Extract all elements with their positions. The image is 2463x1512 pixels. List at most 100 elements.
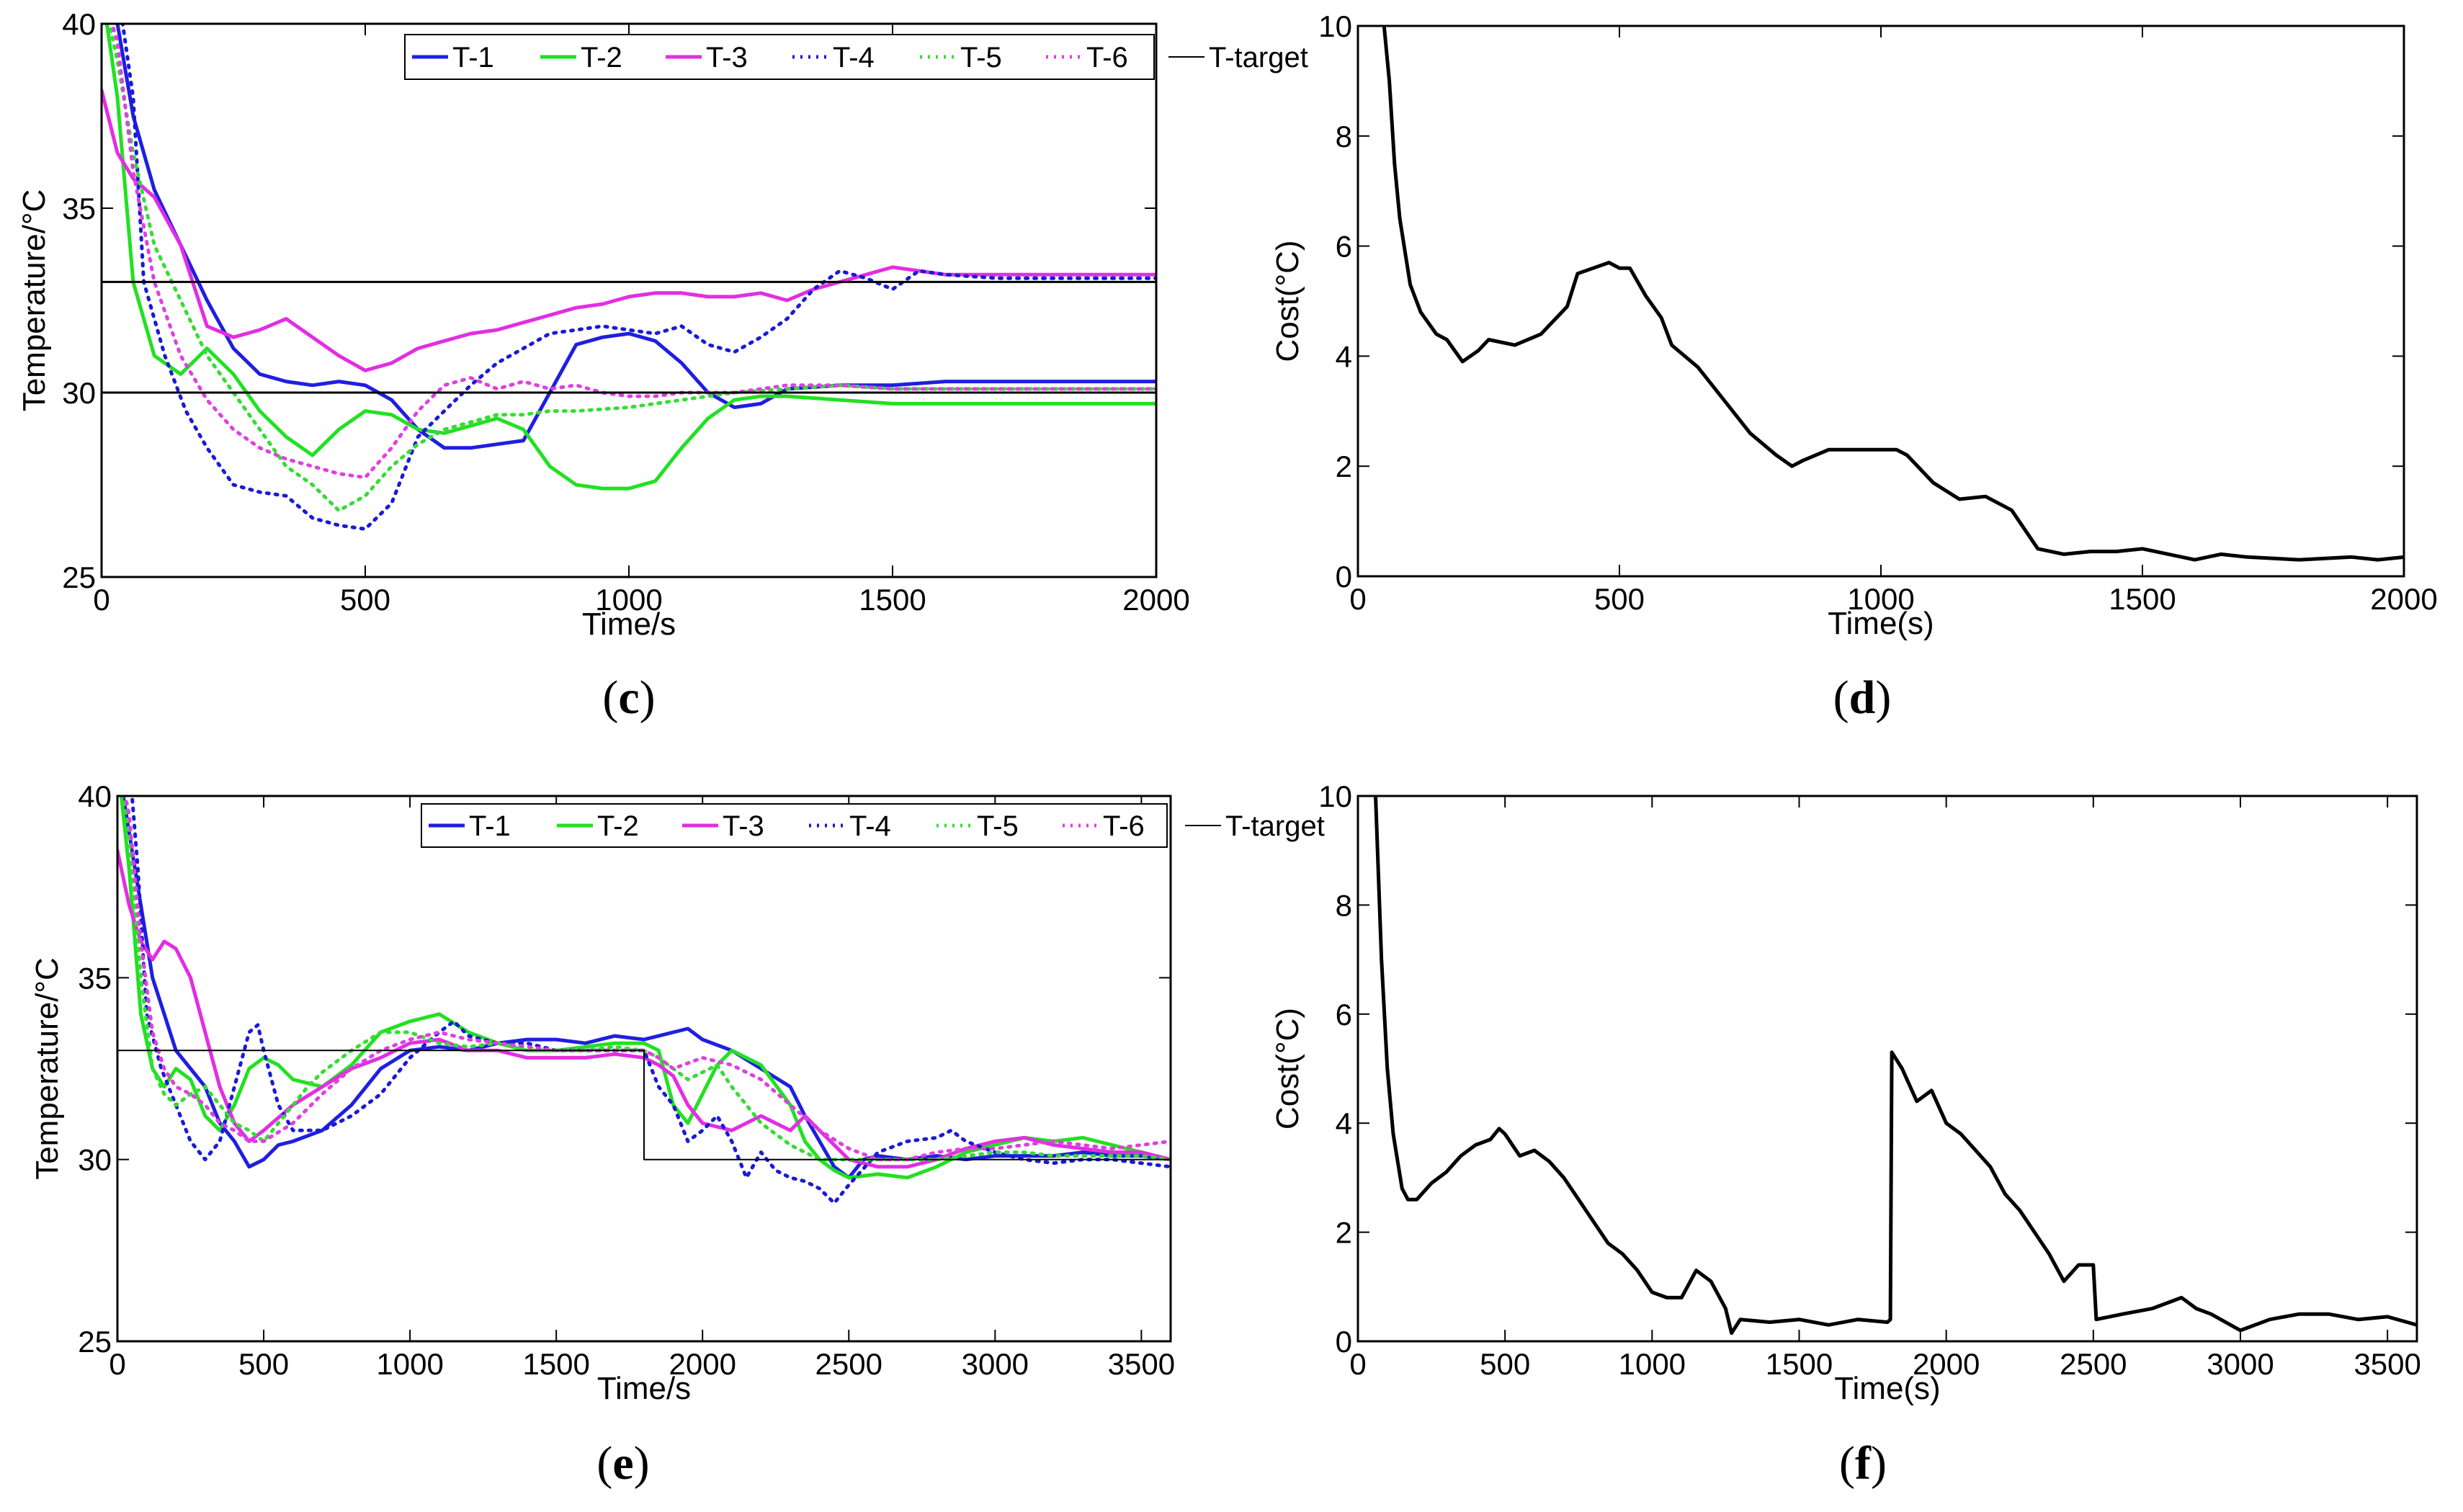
panel-e-series-group	[117, 796, 1171, 1205]
panel-e-caption: (e)	[596, 1437, 649, 1490]
panel-d-xtick-label: 1000	[1847, 582, 1914, 616]
panel-c-caption-open: (	[602, 671, 618, 724]
panel-f-y-axis-label: Cost(°C)	[1270, 1008, 1305, 1129]
panel-c-axes-box	[100, 22, 1158, 578]
panel-e-xtick-label: 500	[238, 1347, 289, 1381]
panel-f-series-cost	[1374, 796, 2417, 1336]
panel-c-legend-label: T-6	[1086, 42, 1128, 73]
panel-c-series-t-5	[107, 24, 1156, 513]
panel-c-series-t-4	[120, 24, 1156, 531]
panel-e-legend-label: T-4	[849, 810, 891, 842]
panel-e-xtick-label: 2500	[815, 1347, 882, 1381]
panel-c-xtick-label: 2000	[1122, 583, 1189, 617]
panel-f-caption-open: (	[1839, 1437, 1855, 1490]
panel-e-caption-close: )	[634, 1437, 650, 1490]
panel-e-axes-box	[116, 795, 1172, 1343]
panel-d-x-axis-label: Time(s)	[1828, 606, 1934, 641]
panel-e-series-t-5	[121, 796, 1171, 1162]
panel-e-xtick-label: 1500	[522, 1347, 589, 1381]
panel-d-ytick-label: 6	[1336, 230, 1352, 264]
panel-f-xtick-label: 3500	[2354, 1347, 2420, 1381]
panel-f-ytick-label: 6	[1336, 998, 1352, 1032]
panel-d-caption-close: )	[1875, 671, 1891, 724]
panel-f-ytick-label: 2	[1336, 1216, 1352, 1250]
panel-e-group: 0 500 1000 1500 2000 2500 3000 3500 25 30 35 40 Time…	[30, 779, 1325, 1490]
panel-d-y-axis-label: Cost(°C)	[1270, 240, 1305, 362]
panel-f-series-group	[1374, 796, 2417, 1336]
panel-c-xtick-label: 1500	[859, 583, 926, 617]
panel-e-ytick-label: 35	[78, 961, 112, 995]
panel-e-legend-label: T-3	[723, 810, 764, 842]
panel-c-legend-label: T-4	[833, 42, 875, 73]
panel-e-legend-label: T-target	[1225, 810, 1325, 842]
panel-d-ytick-label: 2	[1336, 449, 1352, 483]
panel-d-series-group	[1382, 26, 2404, 562]
panel-c-series-t-6	[110, 24, 1156, 480]
panel-c-ytick-label: 35	[62, 192, 96, 225]
panel-f-group: 0 500 1000 1500 2000 2500 3000 3500 0 2 4 6 8 10 Time(…	[1270, 779, 2421, 1490]
panel-f-ytick-label: 8	[1336, 888, 1352, 922]
panel-e-series-t-4	[130, 796, 1171, 1205]
panel-c-xtick-label: 500	[340, 583, 390, 617]
panel-e-ytick-label: 25	[78, 1325, 112, 1359]
panel-e-legend-label: T-1	[469, 810, 511, 842]
panel-f-xtick-label: 1000	[1619, 1347, 1686, 1381]
panel-d-ytick-label: 0	[1336, 560, 1352, 594]
panel-c-caption-letter: c	[618, 671, 639, 724]
panel-e-xtick-label: 0	[109, 1347, 125, 1381]
panel-e-xtick-label: 3000	[962, 1347, 1029, 1381]
panel-d-ytick-label: 8	[1336, 120, 1352, 153]
panel-c-xtick-label: 1000	[595, 583, 662, 617]
panel-d-ytick-label: 4	[1336, 339, 1352, 373]
panel-d-caption: (d)	[1833, 671, 1892, 724]
panel-f-ytick-label: 10	[1318, 779, 1352, 813]
panel-f-xtick-label: 0	[1349, 1347, 1366, 1381]
panel-f-axes-box	[1356, 795, 2418, 1343]
panel-c-legend-label: T-2	[581, 42, 622, 73]
panel-c-x-axis-label: Time/s	[582, 607, 676, 642]
panel-e-legend-label: T-5	[977, 810, 1019, 842]
panel-e-ytick-label: 40	[78, 779, 112, 813]
panel-e-xtick-label: 2000	[669, 1347, 736, 1381]
panel-f-xtick-label: 500	[1480, 1347, 1530, 1381]
panel-f-xtick-label: 1500	[1766, 1347, 1833, 1381]
panel-c-ytick-label: 40	[62, 7, 96, 41]
panel-f-xtick-label: 2000	[1913, 1347, 1980, 1381]
panel-e-series-t-target	[117, 1050, 1171, 1160]
panel-c-caption-close: )	[640, 671, 656, 724]
panel-c-ytick-label: 25	[62, 560, 96, 594]
panel-f-ytick-label: 4	[1336, 1106, 1352, 1140]
panel-e-caption-letter: e	[612, 1437, 633, 1490]
panel-e-legend-box	[421, 803, 1168, 848]
panel-f-xtick-label: 2500	[2060, 1347, 2127, 1381]
panel-f-caption-close: )	[1871, 1437, 1887, 1490]
panel-c-y-axis-label: Temperature/°C	[17, 189, 52, 412]
panel-c-series-group	[102, 24, 1156, 531]
panel-f-caption-letter: f	[1855, 1437, 1872, 1490]
panel-e-y-axis-label: Temperature/°C	[30, 957, 65, 1180]
panel-c-legend-label: T-3	[706, 42, 748, 73]
panel-c-series-t-3	[102, 88, 1156, 372]
panel-e-xtick-label: 1000	[376, 1347, 443, 1381]
panel-f-xtick-label: 3000	[2207, 1347, 2274, 1381]
panel-e-series-t-2	[119, 796, 1171, 1180]
panel-d-caption-open: (	[1833, 671, 1849, 724]
panel-d-group: 0 500 1000 1500 2000 0 2 4 6 8 10 Time(s) Cost(°C) (d…	[1270, 9, 2438, 724]
panel-e-caption-open: (	[596, 1437, 612, 1490]
panel-e-x-axis-label: Time/s	[597, 1371, 691, 1406]
panel-e-legend-label: T-6	[1103, 810, 1145, 842]
panel-c-legend-box	[404, 34, 1155, 80]
panel-e-series-t-3	[117, 849, 1171, 1169]
panel-c-caption: (c)	[602, 671, 655, 724]
panel-c-series-t-2	[104, 24, 1156, 491]
panel-e-ytick-label: 30	[78, 1143, 112, 1177]
panel-d-ytick-label: 10	[1318, 9, 1352, 43]
panel-e-legend-label: T-2	[597, 810, 639, 842]
panel-f-caption: (f)	[1839, 1437, 1887, 1490]
panel-c-legend-label: T-1	[452, 42, 494, 73]
panel-d-xtick-label: 2000	[2370, 582, 2437, 616]
panel-d-xtick-label: 0	[1349, 582, 1366, 616]
panel-d-caption-letter: d	[1849, 671, 1876, 724]
panel-c-legend-label: T-5	[960, 42, 1002, 73]
